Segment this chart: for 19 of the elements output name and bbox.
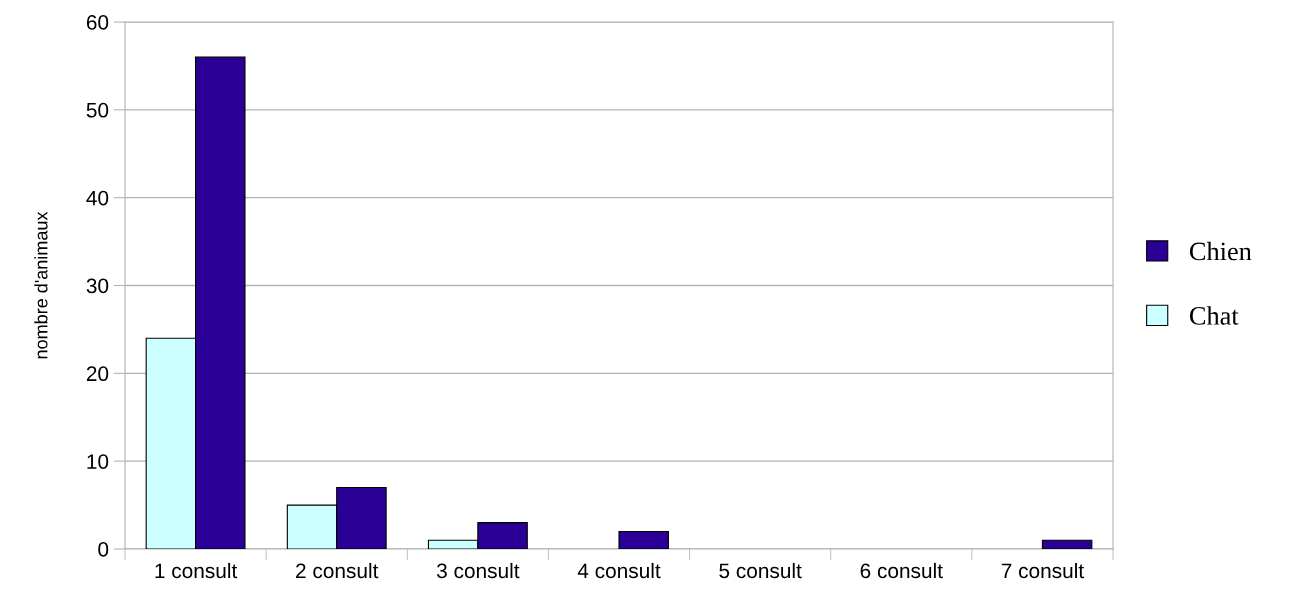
x-tick-label: 7 consult (1001, 562, 1084, 579)
legend-label: Chat (1189, 306, 1239, 325)
y-tick-label: 50 (86, 102, 109, 118)
x-tick-label: 2 consult (296, 562, 379, 579)
x-tick-label: 5 consult (719, 562, 802, 579)
y-tick-label: 60 (86, 15, 109, 30)
y-axis-title: nombre d'animaux (34, 211, 48, 359)
y-tick-label: 40 (86, 190, 109, 206)
y-tick-label: 10 (87, 454, 109, 469)
bar (618, 530, 669, 549)
x-tick-label: 3 consult (436, 562, 520, 579)
legend-label: Chien (1189, 241, 1252, 261)
y-tick-label: 30 (86, 278, 109, 294)
x-tick-label: 1 consult (155, 562, 238, 579)
bar (1041, 539, 1093, 549)
y-tick-label: 0 (98, 542, 109, 557)
x-tick-label: 4 consult (577, 562, 661, 579)
x-tick-label: 6 consult (860, 562, 943, 579)
y-tick-label: 20 (86, 366, 109, 382)
